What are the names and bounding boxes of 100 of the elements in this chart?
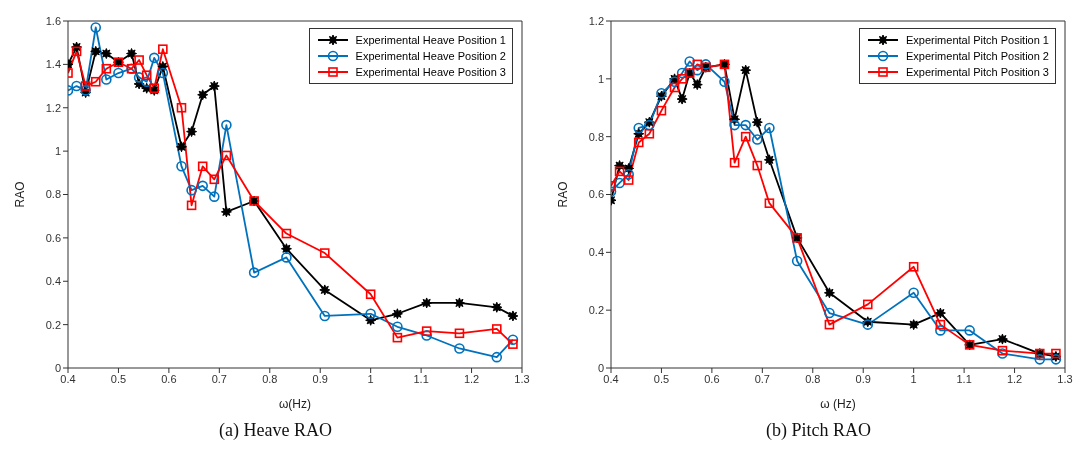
x-tick-label: 1.3 [514, 372, 530, 385]
x-tick-label: 0.6 [704, 372, 720, 385]
point [691, 64, 703, 76]
point [421, 330, 432, 341]
point [824, 307, 835, 319]
x-tick-label: 1.1 [956, 372, 972, 385]
y-tick-label: 1.4 [45, 58, 61, 71]
point [141, 76, 152, 88]
point [208, 191, 220, 202]
point [101, 74, 112, 85]
point [392, 332, 403, 343]
point [676, 93, 688, 105]
point [319, 248, 330, 258]
point [644, 128, 655, 139]
legend-label: Experimental Heave Position 1 [355, 34, 506, 46]
point [80, 81, 91, 91]
point [935, 325, 946, 336]
x-tick-label: 0.6 [161, 372, 177, 385]
point [148, 52, 160, 64]
y-tick-label: 1.2 [45, 101, 61, 114]
point [186, 200, 197, 211]
point [824, 319, 835, 330]
point [935, 319, 946, 330]
x-tick-label: 0.9 [855, 372, 871, 385]
point [281, 228, 292, 239]
point [90, 22, 102, 33]
x-tick-label: 1 [367, 372, 374, 385]
point [176, 161, 187, 172]
point [763, 154, 775, 166]
point [752, 160, 763, 171]
point [507, 310, 519, 322]
x-tick-label: 0.8 [262, 372, 278, 385]
point [908, 319, 920, 331]
legend-label: Experimental Pitch Position 3 [905, 66, 1049, 78]
point [684, 56, 695, 67]
y-tick-label: 1 [597, 72, 604, 85]
x-tick-label: 0.7 [754, 372, 770, 385]
point [669, 82, 680, 93]
y-tick-label: 0 [597, 361, 604, 374]
point [1050, 354, 1062, 365]
y-tick-label: 0 [54, 361, 61, 374]
point [751, 116, 763, 128]
point [100, 48, 112, 60]
point [141, 70, 152, 81]
point [791, 255, 803, 267]
point [90, 45, 102, 57]
point [208, 80, 220, 92]
y-tick-label: 0.4 [45, 275, 61, 288]
point [764, 198, 775, 208]
point [391, 308, 403, 320]
point [158, 44, 168, 54]
point [996, 333, 1008, 345]
y-tick-label: 0.8 [588, 130, 604, 143]
x-tick-label: 1.2 [1006, 372, 1023, 385]
point [454, 328, 465, 339]
point [823, 287, 835, 299]
point [491, 351, 503, 363]
x-axis-title: ω(Hz) [278, 397, 312, 411]
point [491, 324, 502, 334]
point [421, 326, 432, 336]
point [491, 301, 503, 313]
point [365, 289, 376, 300]
point [719, 76, 730, 88]
x-tick-label: 1 [910, 372, 917, 385]
point [133, 72, 145, 83]
point [964, 325, 975, 336]
point [908, 261, 919, 272]
point [186, 184, 197, 196]
x-tick-label: 0.5 [110, 372, 127, 385]
point [220, 206, 232, 218]
point [280, 243, 292, 255]
x-tick-label: 1.2 [463, 372, 480, 385]
point [623, 175, 634, 185]
legend-label: Experimental Pitch Position 1 [905, 34, 1049, 46]
point [197, 89, 209, 101]
point [134, 55, 144, 65]
point [740, 119, 751, 131]
point [692, 59, 703, 70]
point [101, 63, 112, 74]
point [633, 137, 644, 148]
point [614, 166, 625, 177]
point [221, 150, 232, 161]
point [507, 334, 519, 346]
point [186, 126, 198, 138]
point [365, 308, 376, 320]
x-tick-label: 1.3 [1057, 372, 1073, 385]
point [157, 67, 169, 79]
point [740, 131, 751, 142]
point [319, 284, 331, 296]
point [751, 134, 763, 145]
legend-label: Experimental Pitch Position 2 [905, 50, 1049, 62]
y-tick-label: 0.6 [588, 188, 604, 201]
point [633, 122, 645, 134]
legend-label: Experimental Heave Position 3 [355, 66, 506, 78]
point [71, 80, 82, 92]
point [454, 343, 465, 354]
y-tick-label: 0.2 [45, 318, 61, 331]
y-tick-label: 0.4 [588, 246, 604, 259]
point [1034, 354, 1046, 365]
point [691, 79, 703, 91]
